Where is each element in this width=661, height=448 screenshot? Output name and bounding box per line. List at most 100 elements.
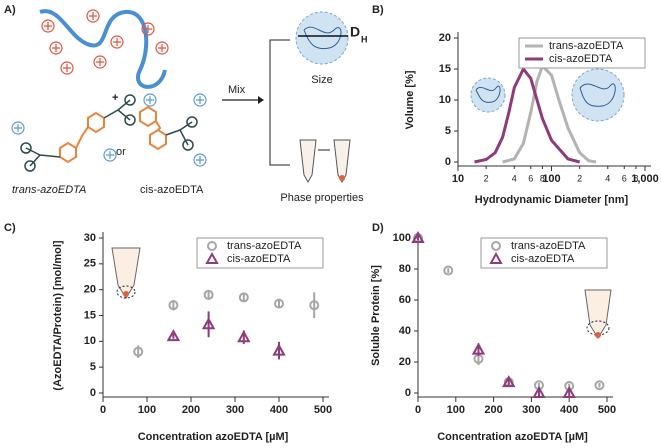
- x-tick-label: 4: [512, 173, 517, 183]
- legend-swatch: [489, 251, 503, 264]
- x-tick-label: 4: [605, 173, 610, 183]
- charges: [41, 9, 169, 75]
- marker: [471, 342, 486, 355]
- particle: [295, 11, 349, 65]
- x-tick-label: 500: [314, 404, 332, 416]
- bracket: [269, 39, 290, 166]
- x-tick-label: 0: [100, 404, 106, 416]
- trans-groups: [20, 94, 136, 172]
- legend-label: cis-azoEDTA: [511, 253, 575, 265]
- x-tick-label: 8: [540, 173, 545, 183]
- x-tick-label: 100: [542, 173, 560, 185]
- y-tick-label: 40: [399, 325, 411, 337]
- y-tick-label: 5: [445, 125, 451, 137]
- y-axis-title: Volume [%]: [404, 70, 416, 129]
- legend-label: trans-azoEDTA: [227, 240, 302, 252]
- y-tick-label: 10: [84, 335, 96, 347]
- pellet: [339, 175, 345, 181]
- legend-box: [518, 37, 646, 69]
- diagram: + or trans-azoEDTA cis-azoEDTA: [11, 9, 368, 204]
- marker: [203, 289, 214, 300]
- panel-label: C): [4, 222, 16, 234]
- series-line: [474, 66, 581, 164]
- marker: [532, 385, 546, 398]
- counter-ions: [11, 93, 207, 167]
- x-tick-label: 300: [522, 404, 540, 416]
- trans-label: trans-azoEDTA: [12, 184, 86, 196]
- marker: [238, 292, 249, 303]
- x-tick-label: 100: [447, 404, 465, 416]
- x-tick-label: 300: [226, 404, 244, 416]
- arrow-head: [258, 96, 264, 104]
- particle-coil: [303, 26, 342, 50]
- size-label: Size: [311, 74, 332, 86]
- y-tick-label: 80: [399, 263, 411, 275]
- marker: [594, 380, 605, 391]
- marker: [309, 300, 320, 311]
- y-tick-label: 20: [439, 32, 451, 44]
- y-tick-label: 30: [84, 232, 96, 244]
- x-axis-title: Hydrodynamic Diameter [nm]: [475, 194, 629, 206]
- marker: [562, 385, 576, 398]
- plus-sign: +: [112, 92, 118, 104]
- legend-label: cis-azoEDTA: [227, 253, 291, 265]
- y-tick-label: 20: [84, 284, 96, 296]
- legend-label: cis-azoEDTA: [549, 53, 613, 65]
- y-tick-label: 5: [90, 361, 96, 373]
- y-tick-label: 15: [439, 63, 451, 75]
- panel-label: D): [372, 222, 384, 234]
- legend-swatch: [207, 241, 217, 251]
- marker: [502, 375, 516, 388]
- marker: [166, 329, 181, 342]
- x-tick-label: 10: [452, 173, 464, 185]
- y-tick-label: 60: [399, 294, 411, 306]
- x-tick-label: 100: [138, 404, 156, 416]
- marker: [274, 298, 284, 309]
- x-tick-label: 6: [528, 173, 533, 183]
- azo-trans: [59, 111, 105, 164]
- decorations: [111, 68, 625, 339]
- legend-label: trans-azoEDTA: [511, 240, 586, 252]
- y-axis-title: (AzoEDTA/Protein) [mol/mol]: [52, 240, 64, 390]
- marker: [411, 230, 425, 243]
- panel-label: A): [4, 4, 16, 16]
- or-label: or: [116, 146, 126, 158]
- x-tick-label: 200: [182, 404, 200, 416]
- y-tick-label: 10: [439, 94, 451, 106]
- legend-label: trans-azoEDTA: [549, 40, 624, 52]
- azo-cis: [139, 105, 167, 151]
- x-axis-title: Concentration azoEDTA [µM]: [138, 431, 289, 443]
- y-tick-label: 100: [393, 232, 411, 244]
- mix-label: Mix: [228, 84, 246, 96]
- tube: [299, 139, 317, 184]
- x-tick-label: 400: [560, 404, 578, 416]
- marker: [201, 317, 216, 330]
- y-tick-label: 15: [84, 309, 96, 321]
- legend-swatch: [205, 251, 219, 264]
- x-tick-label: 2: [484, 173, 489, 183]
- x-tick-label: 8: [633, 173, 638, 183]
- marker: [133, 346, 144, 357]
- phase-label: Phase properties: [280, 192, 364, 204]
- marker: [272, 343, 286, 356]
- marker: [443, 265, 454, 276]
- marker: [237, 330, 251, 343]
- y-tick-label: 0: [405, 387, 411, 399]
- series-line: [502, 63, 597, 164]
- y-tick-label: 0: [90, 387, 96, 399]
- dh-label: D: [350, 24, 360, 40]
- x-tick-label: 0: [415, 404, 421, 416]
- x-tick-label: 500: [598, 404, 616, 416]
- panel-label: B): [372, 4, 384, 16]
- x-tick-label: 6: [622, 173, 627, 183]
- y-tick-label: 20: [399, 356, 411, 368]
- cis-groups: [165, 116, 198, 151]
- x-tick-label: 200: [484, 404, 502, 416]
- y-axis-title: Soluble Protein [%]: [370, 265, 382, 366]
- y-tick-label: 25: [84, 258, 96, 270]
- dh-subscript: H: [361, 34, 368, 44]
- x-tick-label: 2: [577, 173, 582, 183]
- y-tick-label: 0: [445, 156, 451, 168]
- legend-swatch: [491, 241, 501, 251]
